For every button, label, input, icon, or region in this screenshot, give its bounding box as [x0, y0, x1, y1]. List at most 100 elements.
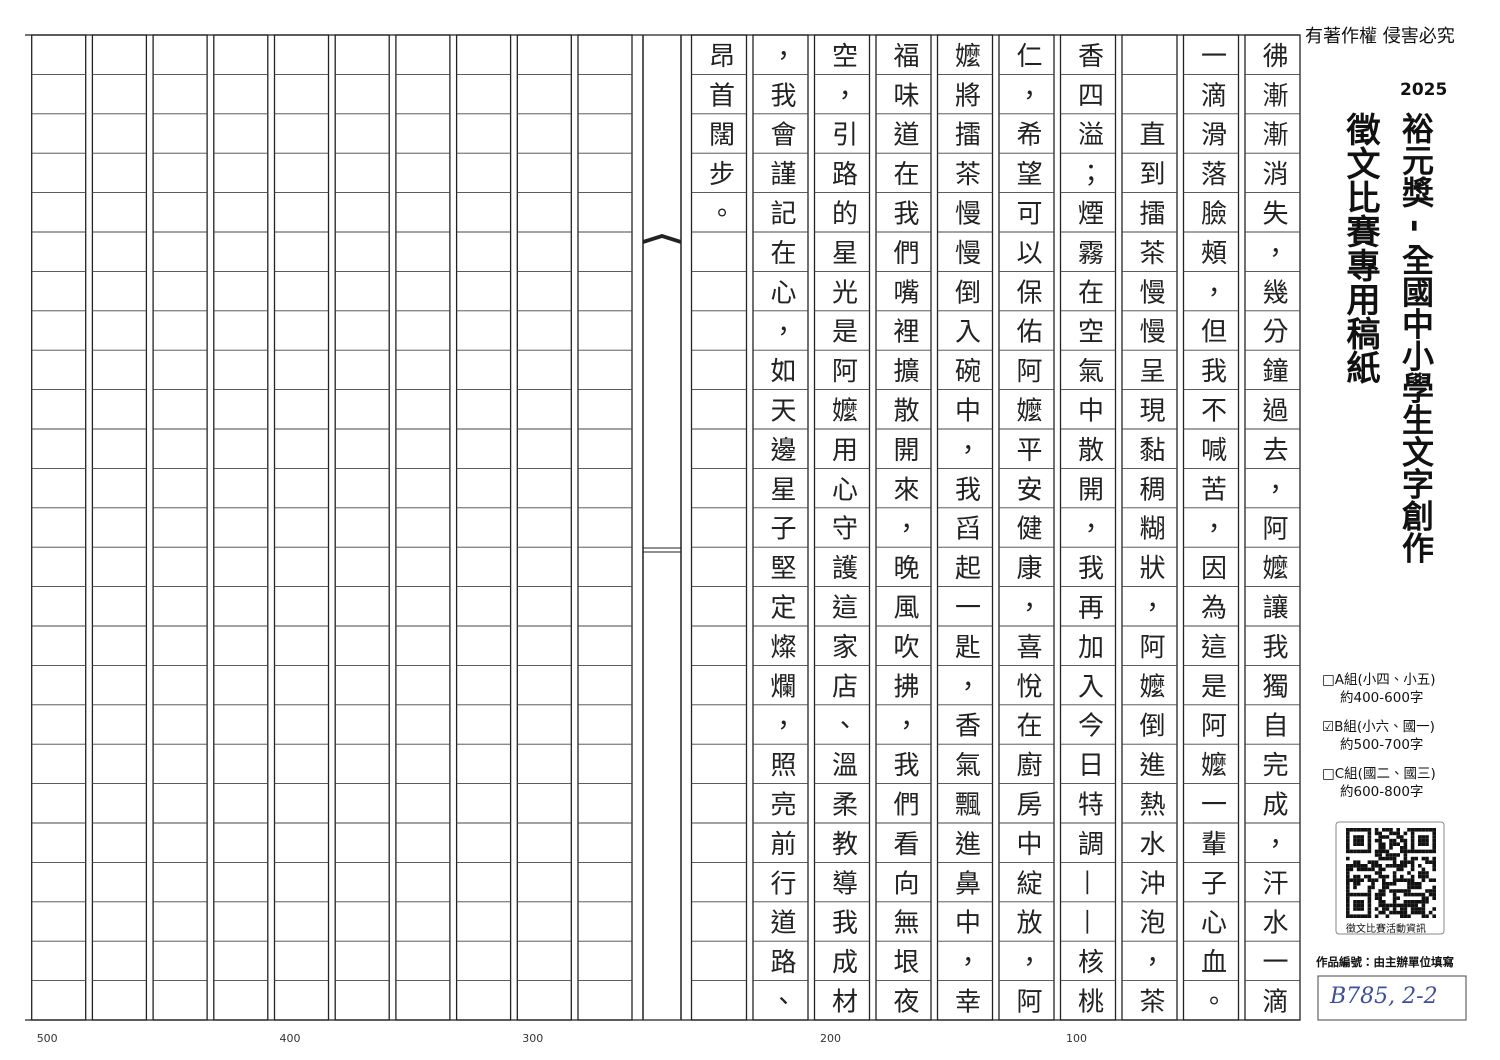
qr-module: [1392, 882, 1397, 886]
qr-module: [1410, 849, 1415, 854]
qr-module: [1353, 903, 1357, 908]
qr-module: [1432, 856, 1436, 861]
qr-module: [1346, 900, 1350, 904]
qr-module: [1378, 867, 1382, 872]
qr-module: [1364, 914, 1368, 918]
qr-module: [1425, 871, 1429, 875]
qr-module: [1418, 882, 1422, 886]
subtitle: 徵文比賽專用稿紙: [1340, 112, 1380, 384]
qr-module: [1382, 856, 1386, 861]
qr-module: [1425, 889, 1429, 893]
scale-label: 500: [36, 1032, 58, 1045]
qr-module: [1356, 882, 1361, 886]
qr-module: [1418, 885, 1422, 890]
qr-module: [1367, 885, 1372, 890]
qr-module: [1356, 838, 1361, 843]
qr-module: [1353, 892, 1357, 897]
qr-module: [1407, 892, 1411, 897]
qr-module: [1382, 882, 1386, 886]
qr-module: [1418, 907, 1422, 911]
qr-module: [1425, 828, 1429, 832]
qr-module: [1421, 900, 1426, 904]
qr-module: [1378, 874, 1382, 879]
qr-module: [1414, 900, 1418, 904]
qr-module: [1432, 842, 1436, 846]
qr-module: [1371, 867, 1375, 872]
qr-module: [1367, 835, 1372, 839]
qr-module: [1425, 838, 1429, 843]
qr-module: [1346, 871, 1350, 875]
qr-module: [1389, 842, 1393, 846]
qr-module: [1385, 907, 1390, 911]
qr-module: [1421, 849, 1426, 854]
qr-module: [1364, 892, 1368, 897]
qr-module: [1432, 867, 1436, 872]
qr-module: [1346, 828, 1350, 832]
qr-module: [1396, 889, 1400, 893]
qr-module: [1410, 864, 1415, 868]
qr-module: [1389, 853, 1393, 857]
qr-module: [1425, 842, 1429, 846]
qr-module: [1378, 892, 1382, 897]
qr-module: [1382, 900, 1386, 904]
qr-module: [1385, 914, 1390, 918]
qr-module: [1389, 882, 1393, 886]
qr-module: [1403, 831, 1408, 836]
qr-module: [1396, 853, 1400, 857]
qr-module: [1396, 828, 1400, 832]
qr-module: [1367, 831, 1372, 836]
qr-module: [1356, 860, 1361, 864]
qr-module: [1374, 828, 1379, 832]
qr-module: [1353, 849, 1357, 854]
qr-module: [1356, 835, 1361, 839]
qr-module: [1364, 867, 1368, 872]
qr-module: [1356, 874, 1361, 879]
qr-module: [1360, 842, 1364, 846]
qr-module: [1356, 903, 1361, 908]
qr-module: [1407, 900, 1411, 904]
qr-module: [1421, 828, 1426, 832]
column-frame: [998, 34, 1055, 1021]
qr-module: [1385, 885, 1390, 890]
qr-module: [1403, 838, 1408, 843]
group-option: □A組(小四、小五): [1322, 672, 1436, 688]
qr-module: [1432, 864, 1436, 868]
qr-module: [1353, 882, 1357, 886]
qr-module: [1367, 907, 1372, 911]
qr-module: [1425, 860, 1429, 864]
qr-module: [1374, 907, 1379, 911]
qr-module: [1410, 838, 1415, 843]
column-frame: [455, 34, 512, 1021]
qr-module: [1374, 853, 1379, 857]
qr-module: [1392, 842, 1397, 846]
qr-module: [1378, 842, 1382, 846]
qr-module: [1360, 907, 1364, 911]
qr-module: [1410, 828, 1415, 832]
qr-module: [1403, 914, 1408, 918]
qr-module: [1403, 856, 1408, 861]
qr-module: [1403, 892, 1408, 897]
qr-module: [1432, 835, 1436, 839]
qr-module: [1407, 871, 1411, 875]
qr-module: [1421, 896, 1426, 900]
qr-module: [1403, 864, 1408, 868]
qr-module: [1432, 849, 1436, 854]
qr-module: [1425, 849, 1429, 854]
qr-module: [1400, 835, 1404, 839]
qr-module: [1410, 900, 1415, 904]
manuscript-column: 一滴滑落臉頰，但我不喊苦，因為這是阿嬤一輩子心血。: [1196, 41, 1227, 1027]
qr-module: [1389, 856, 1393, 861]
qr-module: [1356, 867, 1361, 872]
manuscript-column: 彿漸漸消失，幾分鐘過去，阿嬤讓我獨自完成，汗水一滴: [1258, 41, 1288, 1027]
qr-module: [1353, 864, 1357, 868]
qr-module: [1421, 910, 1426, 915]
qr-module: [1346, 874, 1350, 879]
qr-module: [1374, 864, 1379, 868]
qr-module: [1360, 892, 1364, 897]
qr-module: [1353, 835, 1357, 839]
qr-module: [1403, 910, 1408, 915]
qr-module: [1353, 878, 1357, 882]
qr-module: [1385, 864, 1390, 868]
qr-module: [1346, 878, 1350, 882]
qr-module: [1389, 903, 1393, 908]
